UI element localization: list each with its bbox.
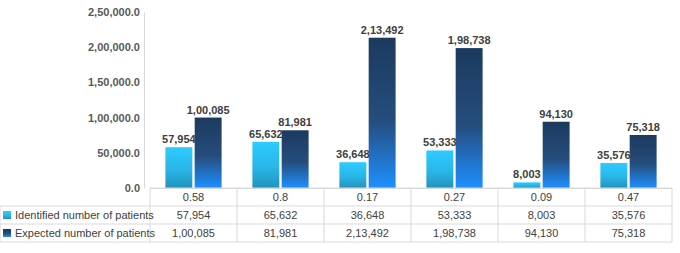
table-value: 53,333: [438, 209, 472, 221]
data-label: 35,576: [597, 149, 631, 161]
y-tick-label: 1,50,000.0: [88, 76, 140, 88]
legend-label: Identified number of patients: [15, 209, 154, 221]
x-axis: 0.58 0.8 0.17 0.27 0.09 0.47: [151, 188, 673, 203]
x-tick: 0.47: [618, 188, 639, 203]
x-tick-label: 0.17: [357, 191, 378, 203]
table-value: 1,00,085: [172, 227, 215, 239]
bar: [426, 150, 453, 188]
table-value: 35,576: [612, 209, 646, 221]
x-tick: 0.27: [444, 188, 465, 203]
data-label: 53,333: [423, 136, 457, 148]
legend-swatch: [3, 211, 11, 219]
bar: [165, 147, 192, 188]
table-value: 2,13,492: [346, 227, 389, 239]
y-tick: 1,50,000.0: [88, 76, 144, 88]
data-label: 94,130: [539, 108, 573, 120]
table-rule: [411, 188, 412, 242]
data-labels: 57,954 65,632 36,648 53,333 8,003 35,576 1,00,…: [162, 24, 660, 181]
x-tick-label: 0.09: [531, 191, 552, 203]
bar: [630, 135, 657, 188]
data-label: 57,954: [162, 133, 197, 145]
y-tick-label: 2,00,000.0: [88, 41, 140, 53]
data-label: 75,318: [626, 121, 660, 133]
x-tick-label: 0.8: [273, 191, 288, 203]
y-tick-label: 2,50,000.0: [88, 6, 140, 18]
data-label: 36,648: [336, 148, 370, 160]
data-label: 81,981: [278, 116, 312, 128]
x-tick-label: 0.27: [444, 191, 465, 203]
table-rule: [0, 206, 672, 207]
table-value: 8,003: [528, 209, 556, 221]
y-tick-label: 1,00,000.0: [88, 112, 140, 124]
data-label: 8,003: [513, 168, 541, 180]
table-rule: [237, 188, 238, 242]
x-tick-label: 0.47: [618, 191, 639, 203]
table-value: 57,954: [177, 209, 211, 221]
y-axis: 0.0 50,000.0 1,00,000.0 1,50,000.0 2,00,000.…: [88, 6, 145, 194]
x-axis-line: [151, 188, 673, 189]
x-tick: 0.17: [357, 188, 378, 203]
table-rule: [0, 224, 672, 225]
bar: [513, 182, 540, 188]
table-rule: [0, 242, 672, 243]
data-label: 2,13,492: [361, 24, 404, 36]
y-axis-line: [144, 13, 145, 189]
y-tick: 0.0: [125, 182, 144, 194]
data-label: 65,632: [249, 128, 283, 140]
table-rule: [672, 188, 673, 242]
bar: [252, 142, 279, 188]
x-tick: 0.8: [273, 188, 288, 203]
bar: [600, 163, 627, 188]
x-tick: 0.09: [531, 188, 552, 203]
bar: [369, 38, 396, 188]
table-value: 75,318: [612, 227, 646, 239]
table-rule: [498, 188, 499, 242]
legend-swatch: [3, 229, 11, 237]
bar: [195, 118, 222, 188]
data-label: 1,00,085: [187, 104, 230, 116]
bar: [339, 162, 366, 188]
legend-label: Expected number of patients: [15, 227, 156, 239]
bars: [165, 38, 656, 188]
table-value: 94,130: [525, 227, 559, 239]
table-value: 1,98,738: [433, 227, 476, 239]
bar: [282, 130, 309, 188]
y-tick: 2,50,000.0: [88, 6, 144, 18]
chart: 0.0 50,000.0 1,00,000.0 1,50,000.0 2,00,000.…: [0, 0, 680, 253]
y-tick-label: 0.0: [125, 182, 140, 194]
y-tick: 2,00,000.0: [88, 41, 144, 53]
table-value: 81,981: [264, 227, 298, 239]
table-rule: [585, 188, 586, 242]
table-rule: [324, 188, 325, 242]
y-tick-label: 50,000.0: [97, 147, 140, 159]
data-label: 1,98,738: [448, 34, 491, 46]
bar: [543, 122, 570, 188]
table-rule: [150, 188, 672, 189]
x-tick: 0.58: [183, 188, 204, 203]
data-table: Identified number of patients 57,954 65,63…: [0, 188, 672, 242]
y-tick: 1,00,000.0: [88, 112, 144, 124]
table-value: 65,632: [264, 209, 298, 221]
y-tick: 50,000.0: [97, 147, 144, 159]
table-rule: [0, 206, 1, 242]
bar: [456, 48, 483, 188]
table-value: 36,648: [351, 209, 385, 221]
x-tick-label: 0.58: [183, 191, 204, 203]
